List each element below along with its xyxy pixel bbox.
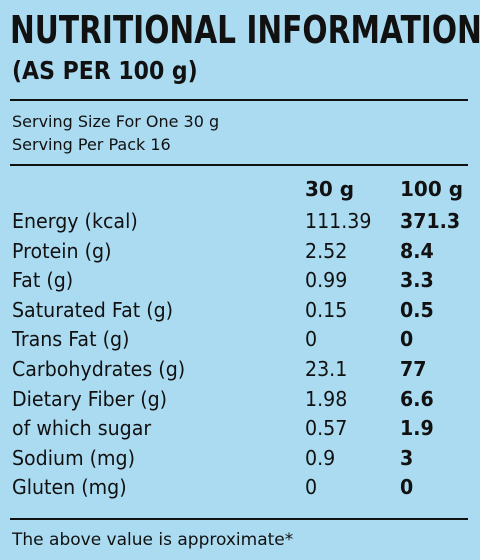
value-100g: 1.9 — [400, 416, 434, 441]
value-30g: 0 — [305, 327, 318, 352]
value-30g: 0.15 — [305, 297, 348, 322]
value-30g: 1.98 — [305, 386, 348, 411]
value-100g: 8.4 — [400, 238, 434, 263]
value-100g: 0 — [400, 327, 414, 352]
value-100g: 0 — [400, 475, 414, 500]
row-label: Saturated Fat (g) — [12, 297, 174, 322]
row-label: Dietary Fiber (g) — [12, 386, 168, 411]
row-label: Protein (g) — [12, 238, 112, 263]
serving-info: Serving Per Pack 16 — [12, 135, 171, 154]
value-30g: 0.57 — [305, 416, 348, 441]
row-label: Sodium (mg) — [12, 445, 136, 470]
value-100g: 77 — [400, 357, 427, 381]
value-30g: 2.52 — [305, 238, 348, 263]
row-label: Fat (g) — [12, 268, 74, 293]
value-100g: 371.3 — [400, 209, 461, 233]
value-100g: 3.3 — [400, 268, 434, 293]
value-30g: 0.99 — [305, 268, 348, 293]
value-100g: 3 — [400, 445, 414, 470]
row-label: Carbohydrates (g) — [12, 357, 186, 381]
footnote: The above value is approximate* — [12, 530, 294, 550]
row-label: Gluten (mg) — [12, 475, 127, 500]
value-100g: 0.5 — [400, 297, 434, 322]
row-label: Trans Fat (g) — [12, 327, 130, 352]
divider — [10, 518, 468, 520]
column-header: 100 g — [400, 177, 464, 201]
subtitle: (AS PER 100 g) — [12, 56, 198, 85]
row-label: of which sugar — [12, 416, 152, 441]
row-label: Energy (kcal) — [12, 209, 138, 233]
value-30g: 0.9 — [305, 445, 336, 470]
value-30g: 111.39 — [305, 209, 372, 233]
value-30g: 23.1 — [305, 357, 348, 381]
divider — [10, 99, 468, 101]
serving-info: Serving Size For One 30 g — [12, 112, 220, 131]
value-30g: 0 — [305, 475, 318, 500]
value-100g: 6.6 — [400, 386, 434, 411]
divider — [10, 164, 468, 166]
column-header: 30 g — [305, 177, 355, 201]
title: NUTRITIONAL INFORMATION — [10, 8, 480, 52]
